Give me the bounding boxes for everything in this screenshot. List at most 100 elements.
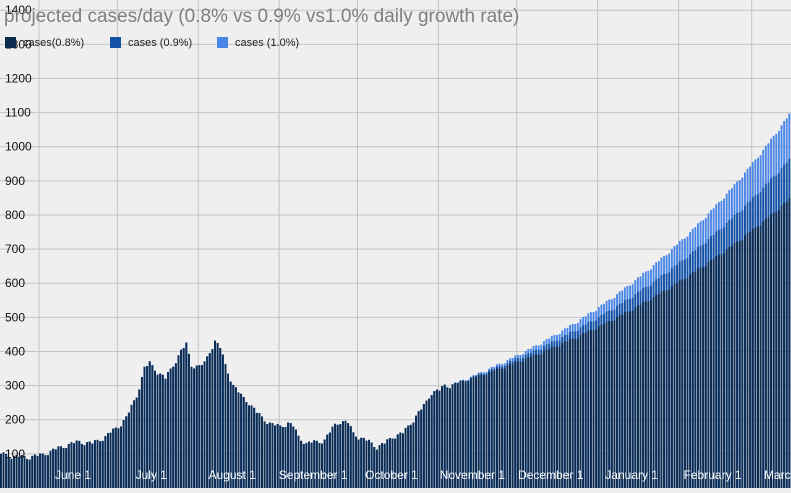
bar-s0-d182 <box>475 377 477 488</box>
bar-s0-d34 <box>88 441 91 488</box>
bar-s0-d112 <box>292 426 295 488</box>
bar-s0-d255 <box>665 290 668 488</box>
bar-s0-d140 <box>365 440 368 488</box>
bar-s0-d48 <box>125 416 128 488</box>
bar-s0-d131 <box>341 421 344 488</box>
bar-s0-d152 <box>396 434 399 488</box>
bar-s0-d172 <box>449 388 451 488</box>
bar-s0-d22 <box>57 446 60 488</box>
bar-s0-d67 <box>174 363 177 488</box>
bar-s0-d53 <box>138 389 141 488</box>
bar-s0-d127 <box>331 426 334 488</box>
bar-s0-d289 <box>754 227 757 488</box>
bar-s0-d46 <box>120 426 122 488</box>
bar-s0-d282 <box>736 241 739 488</box>
bar-s0-d21 <box>54 449 57 488</box>
bar-s0-d162 <box>422 404 425 488</box>
bar-s0-d71 <box>185 342 188 488</box>
x-tick-label-9: March 1 <box>764 468 791 482</box>
bar-s0-d268 <box>699 267 702 488</box>
bar-s0-d125 <box>326 434 329 488</box>
bar-s0-d242 <box>631 310 634 488</box>
bar-s0-d136 <box>355 436 357 488</box>
bar-s0-d210 <box>548 349 551 488</box>
bar-s0-d195 <box>509 364 511 488</box>
y-tick-label-11: 1200 <box>5 71 32 85</box>
bar-s0-d69 <box>180 349 183 488</box>
x-tick-label-2: August 1 <box>209 468 257 482</box>
bar-s0-d29 <box>75 440 78 488</box>
bar-s0-d204 <box>532 354 535 488</box>
bar-s0-d243 <box>634 307 637 488</box>
bar-s0-d262 <box>683 279 686 488</box>
bar-s0-d139 <box>362 437 365 488</box>
bar-s0-d150 <box>391 438 394 488</box>
bar-s0-d301 <box>785 201 788 488</box>
bar-s0-d93 <box>242 397 245 488</box>
bar-s0-d66 <box>172 366 175 488</box>
bar-s0-d229 <box>597 326 600 488</box>
bar-s0-d171 <box>446 387 449 488</box>
bar-s0-d249 <box>650 300 652 488</box>
bar-s0-d137 <box>357 439 360 488</box>
bar-s0-d97 <box>253 407 256 488</box>
bar-s0-d11 <box>28 459 31 488</box>
bar-s0-d110 <box>287 422 290 488</box>
bar-s0-d45 <box>117 428 120 488</box>
bar-s0-d83 <box>216 342 219 488</box>
bar-s0-d287 <box>749 232 752 488</box>
bar-s0-d52 <box>135 397 138 488</box>
bar-s0-d240 <box>626 311 629 488</box>
bar-s0-d41 <box>107 433 109 488</box>
bar-s0-d149 <box>388 438 391 488</box>
bar-s0-d44 <box>114 427 117 488</box>
bar-s0-d142 <box>370 442 373 488</box>
bar-s0-d167 <box>435 389 438 488</box>
bar-s0-d277 <box>723 253 726 488</box>
bar-s0-d202 <box>527 356 530 488</box>
bar-s0-d109 <box>284 427 287 488</box>
bar-s0-d206 <box>537 354 540 488</box>
bar-s0-d51 <box>133 400 136 488</box>
bar-s0-d73 <box>190 366 193 488</box>
bar-s0-d63 <box>164 378 167 488</box>
bar-s0-d261 <box>681 279 684 488</box>
legend-swatch-2 <box>217 37 228 48</box>
x-tick-label-5: November 1 <box>440 468 506 482</box>
bar-s0-d164 <box>428 398 431 488</box>
bar-s0-d231 <box>603 324 605 488</box>
bar-s0-d25 <box>65 448 68 488</box>
bar-s0-d145 <box>378 445 381 488</box>
y-tick-label-4: 500 <box>5 310 25 324</box>
bar-s0-d89 <box>232 384 235 488</box>
bar-s0-d252 <box>657 294 660 488</box>
bar-s0-d271 <box>707 262 710 488</box>
chart-title: projected cases/day (0.8% vs 0.9% vs1.0%… <box>4 6 520 27</box>
bar-s0-d17 <box>44 455 47 488</box>
bar-s0-d288 <box>751 228 754 488</box>
bar-s0-d253 <box>660 291 663 488</box>
bar-s0-d275 <box>717 254 720 488</box>
bar-s0-d4 <box>10 458 13 488</box>
bar-s0-d160 <box>417 411 420 488</box>
bar-s0-d54 <box>140 376 143 488</box>
bar-s0-d87 <box>227 373 229 488</box>
bar-s0-d219 <box>571 338 574 488</box>
bar-s0-d129 <box>336 424 339 488</box>
bar-s0-d151 <box>394 438 397 488</box>
bar-s0-d173 <box>451 384 454 488</box>
bar-s0-d0 <box>0 453 2 488</box>
bar-s0-d118 <box>308 441 310 488</box>
bar-s0-d143 <box>373 447 376 488</box>
bar-s0-d106 <box>276 423 279 488</box>
bar-s0-d37 <box>96 439 99 488</box>
bar-s0-d234 <box>610 321 613 488</box>
bar-s0-d114 <box>297 435 300 488</box>
bar-s0-d161 <box>420 409 423 488</box>
bar-s0-d281 <box>733 242 736 488</box>
bar-s0-d216 <box>563 341 566 488</box>
bar-s0-d55 <box>143 366 146 488</box>
bar-s0-d23 <box>60 446 62 488</box>
